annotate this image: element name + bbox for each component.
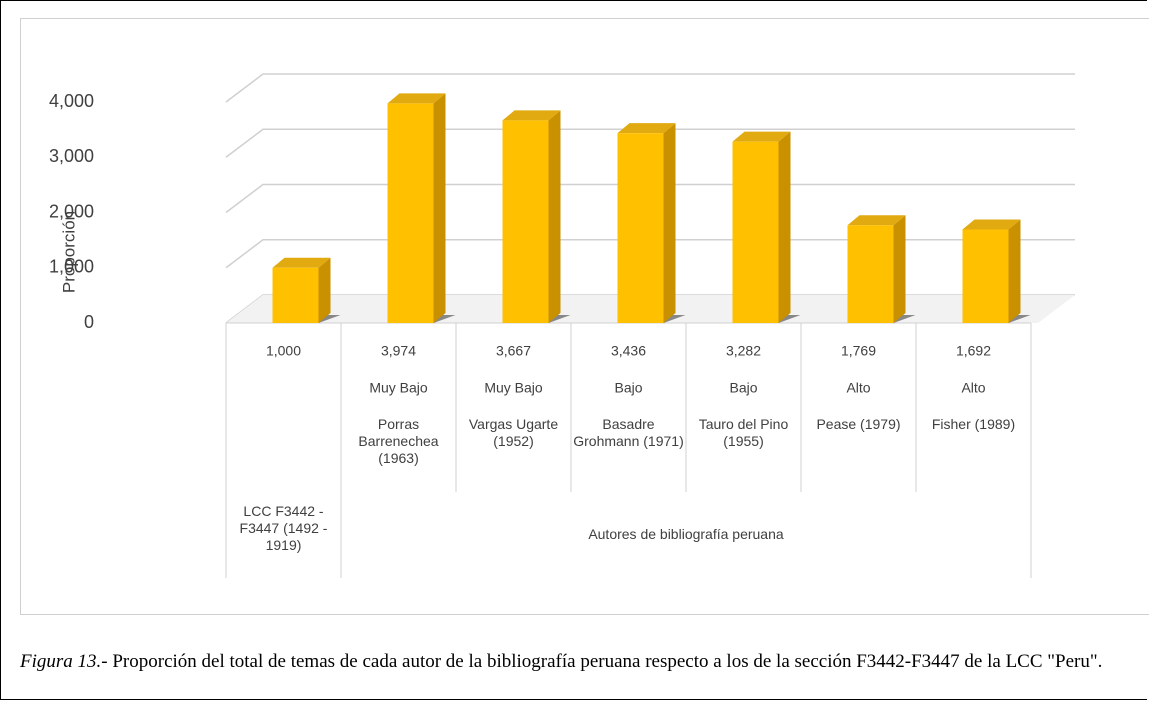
- x-tick-label: Fisher (1989): [931, 416, 1016, 432]
- y-tick-label: 0: [84, 312, 94, 332]
- bar-front: [272, 267, 319, 323]
- bar: [617, 123, 686, 323]
- bar: [732, 131, 801, 323]
- figure-frame: [0, 0, 1147, 700]
- caption-text: - Proporción del total de temas de cada …: [101, 651, 1103, 672]
- bar: [387, 93, 456, 324]
- x-tick-label-box: Pease (1979): [816, 416, 901, 432]
- y-tick-label: 2,000: [49, 201, 94, 221]
- level-label: Muy Bajo: [369, 380, 428, 396]
- bar: [272, 257, 341, 323]
- level-label: Alto: [846, 380, 870, 396]
- bar: [502, 110, 571, 323]
- bar-top: [847, 215, 906, 226]
- group-label: Autores de bibliografía peruana: [588, 526, 784, 542]
- value-label: 3,667: [496, 343, 531, 359]
- value-label: 1,692: [956, 343, 991, 359]
- caption: Figura 13.- Proporción del total de tema…: [20, 648, 1130, 676]
- level-label: Muy Bajo: [484, 380, 543, 396]
- level-label: Alto: [961, 380, 985, 396]
- bar-front: [617, 133, 664, 323]
- x-tick-label: Tauro del Pino (1955): [698, 416, 789, 449]
- bar-side: [1008, 219, 1021, 323]
- x-tick-label-box: Basadre Grohmann (1971): [573, 416, 684, 449]
- y-tick-label: 1,000: [49, 257, 94, 277]
- level-label: Bajo: [729, 380, 757, 396]
- value-label: 3,436: [611, 343, 646, 359]
- bar-top: [732, 131, 791, 142]
- bar-side: [893, 215, 906, 323]
- grid-line: [225, 73, 1075, 103]
- value-label: 3,282: [726, 343, 761, 359]
- bar-top: [962, 219, 1021, 230]
- bar: [962, 219, 1031, 323]
- level-label: Bajo: [614, 380, 642, 396]
- bar-front: [962, 229, 1009, 323]
- chart-area: [20, 18, 1149, 615]
- bar-front: [732, 141, 779, 323]
- x-tick-label-box: Fisher (1989): [931, 416, 1016, 432]
- bar-side: [663, 123, 676, 323]
- value-label: 1,769: [841, 343, 876, 359]
- x-tick-label: Pease (1979): [816, 416, 901, 432]
- grid-line: [225, 183, 1075, 214]
- chart: Proporción 0 1,000 2,000 3,000 4,000 LCC F344…: [49, 73, 1075, 578]
- bar-top: [502, 110, 561, 121]
- bar-top: [272, 257, 331, 268]
- x-tick-label-box: Tauro del Pino (1955): [698, 416, 789, 449]
- bar-side: [778, 131, 791, 323]
- x-tick-label-box: Vargas Ugarte (1952): [468, 416, 559, 449]
- y-tick-label: 3,000: [49, 146, 94, 166]
- caption-label: Figura 13.: [20, 651, 102, 672]
- bar-front: [847, 225, 894, 323]
- bar-side: [548, 110, 561, 323]
- grid-line: [225, 239, 1075, 269]
- value-label: 3,974: [381, 343, 416, 359]
- x-tick-label: Basadre Grohmann (1971): [573, 416, 684, 449]
- bar-side: [318, 257, 331, 323]
- bar-front: [502, 120, 549, 323]
- x-tick-label: Vargas Ugarte (1952): [468, 416, 559, 449]
- y-axis-label: Proporción: [59, 211, 78, 293]
- group-label-box: LCC F3442 - F3447 (1492 - 1919): [239, 503, 328, 553]
- x-tick-label-box: Porras Barrenechea (1963): [358, 416, 439, 466]
- y-tick-label: 4,000: [49, 91, 94, 111]
- bar: [847, 215, 916, 323]
- bar-side: [433, 93, 446, 324]
- group-label-box: Autores de bibliografía peruana: [588, 526, 784, 542]
- bar-top: [617, 123, 676, 134]
- grid-line: [225, 128, 1075, 158]
- bar-front: [387, 103, 434, 324]
- x-tick-label: Porras Barrenechea (1963): [358, 416, 439, 466]
- group-label: LCC F3442 - F3447 (1492 - 1919): [239, 503, 328, 553]
- value-label: 1,000: [266, 343, 301, 359]
- bar-top: [387, 93, 446, 104]
